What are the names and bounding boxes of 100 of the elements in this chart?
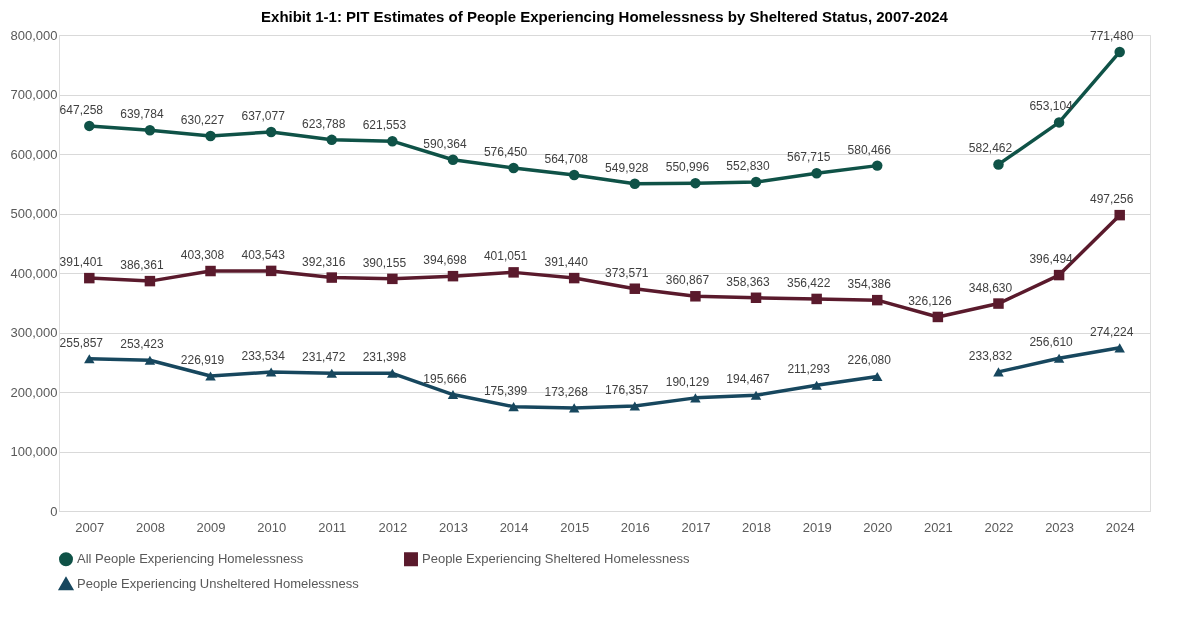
point [508, 267, 519, 278]
data-label: 233,832 [968, 348, 1013, 363]
point [932, 311, 944, 323]
data-label: 392,316 [302, 254, 346, 269]
data-label: 391,440 [544, 255, 589, 270]
data-label: 771,480 [1090, 28, 1134, 43]
data-label: 274,224 [1090, 324, 1134, 339]
data-label: 549,928 [605, 160, 649, 175]
point [872, 160, 883, 171]
x-tick-label: 2014 [499, 519, 529, 535]
data-label: 253,423 [120, 337, 164, 352]
data-label: 326,126 [908, 293, 952, 308]
point [629, 401, 641, 411]
point [993, 298, 1004, 309]
point [205, 130, 216, 142]
data-label: 190,129 [665, 374, 710, 389]
y-tick-label: 300,000 [10, 325, 58, 340]
x-tick-label: 2019 [802, 519, 832, 535]
y-tick-label: 600,000 [10, 146, 58, 162]
x-tick-label: 2024 [1105, 519, 1135, 535]
data-label: 590,364 [423, 136, 467, 151]
data-label: 356,422 [786, 275, 831, 290]
point [993, 367, 1004, 377]
y-tick-label: 100,000 [10, 444, 58, 459]
point [750, 176, 762, 188]
point [144, 275, 156, 287]
y-tick-label: 400,000 [10, 265, 58, 281]
x-tick-label: 2018 [742, 519, 771, 535]
point [629, 283, 641, 294]
point [1053, 269, 1065, 281]
data-label: 256,610 [1029, 335, 1074, 350]
x-tick-label: 2023 [1045, 519, 1075, 535]
data-label: 623,788 [302, 116, 346, 131]
point [205, 265, 216, 277]
point [568, 169, 580, 181]
data-label: 231,472 [302, 350, 346, 365]
data-label: 637,077 [241, 108, 286, 123]
data-label: 176,357 [605, 383, 649, 398]
data-label: 639,784 [120, 107, 164, 122]
point [84, 354, 95, 364]
point [84, 120, 95, 132]
point [1053, 117, 1065, 128]
legend-label: People Experiencing Sheltered Homelessness [422, 551, 690, 567]
x-tick-label: 2012 [378, 519, 408, 535]
y-tick-label: 800,000 [10, 27, 58, 43]
data-label: 567,715 [786, 150, 831, 165]
data-label: 647,258 [59, 102, 104, 117]
point [690, 291, 701, 302]
point [387, 273, 398, 285]
data-label: 550,996 [665, 160, 710, 175]
data-label: 394,698 [423, 253, 467, 268]
data-label: 233,534 [241, 349, 286, 364]
data-label: 360,867 [665, 273, 710, 288]
data-label: 403,308 [180, 248, 225, 263]
point [265, 265, 277, 277]
x-tick-label: 2020 [863, 519, 893, 535]
legend-label: All People Experiencing Homelessness [77, 551, 304, 567]
point [872, 294, 883, 306]
point [1114, 343, 1125, 353]
point [387, 368, 398, 378]
data-label: 173,268 [544, 384, 589, 399]
data-label: 621,553 [362, 118, 407, 133]
point [690, 393, 701, 403]
point [568, 403, 580, 413]
data-label: 582,462 [968, 141, 1013, 156]
point [750, 292, 762, 304]
point [265, 126, 277, 138]
point [811, 167, 822, 179]
data-label: 403,543 [241, 247, 286, 262]
point [993, 159, 1004, 170]
x-tick-label: 2007 [75, 519, 105, 535]
x-tick-label: 2016 [620, 519, 650, 535]
y-tick-label: 500,000 [10, 206, 58, 221]
data-label: 231,398 [362, 350, 407, 365]
point [872, 371, 883, 382]
y-tick-label: 0 [50, 503, 58, 519]
point [84, 272, 95, 284]
point [568, 272, 580, 284]
x-tick-label: 2008 [135, 519, 165, 535]
x-tick-label: 2015 [560, 519, 590, 535]
data-label: 391,401 [59, 255, 104, 270]
x-tick-label: 2010 [257, 519, 287, 535]
point [265, 367, 277, 377]
point [1114, 46, 1125, 58]
x-tick-label: 2022 [984, 519, 1014, 535]
point [144, 125, 156, 136]
data-label: 497,256 [1090, 192, 1134, 207]
data-label: 226,080 [847, 353, 892, 368]
x-tick-label: 2017 [681, 519, 711, 535]
point [387, 135, 398, 147]
y-tick-label: 200,000 [10, 384, 58, 400]
point [1114, 209, 1125, 221]
data-label: 354,386 [847, 277, 892, 292]
data-label: 576,450 [483, 145, 528, 160]
point [447, 154, 459, 165]
y-tick-label: 700,000 [10, 87, 58, 102]
data-label: 211,293 [787, 362, 831, 377]
data-label: 373,571 [605, 265, 649, 280]
point [326, 368, 337, 378]
point [508, 162, 519, 174]
